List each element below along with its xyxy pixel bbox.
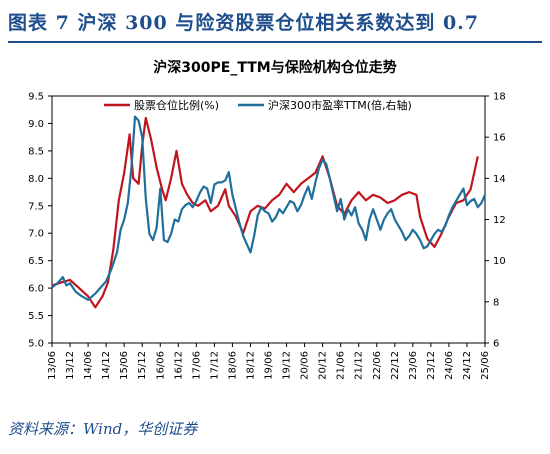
x-tick-label: 13/06 bbox=[47, 351, 58, 380]
y-left-tick-label: 7.5 bbox=[28, 201, 44, 212]
figure-title: 图表 7 沪深 300 与险资股票仓位相关系数达到 0.7 bbox=[8, 12, 480, 34]
x-tick-label: 24/12 bbox=[462, 351, 473, 380]
y-left-tick-label: 9.0 bbox=[28, 119, 44, 130]
x-tick-label: 23/12 bbox=[426, 351, 437, 380]
x-tick-label: 18/12 bbox=[245, 351, 256, 380]
x-tick-label: 24/06 bbox=[444, 351, 455, 380]
x-tick-label: 20/12 bbox=[318, 351, 329, 380]
legend-label: 股票仓位比例(%) bbox=[134, 98, 219, 112]
y-right-tick-label: 6 bbox=[493, 339, 499, 350]
y-left-tick-label: 6.5 bbox=[28, 256, 44, 267]
title-rule bbox=[8, 41, 542, 43]
x-tick-label: 17/12 bbox=[209, 351, 220, 380]
x-tick-label: 18/06 bbox=[227, 351, 238, 380]
series-line-pe-ttm bbox=[51, 115, 487, 301]
x-tick-label: 13/12 bbox=[65, 351, 76, 380]
x-tick-label: 16/06 bbox=[155, 351, 166, 380]
x-tick-label: 17/06 bbox=[191, 351, 202, 380]
x-tick-label: 22/12 bbox=[390, 351, 401, 380]
x-tick-label: 22/06 bbox=[372, 351, 383, 380]
y-right-tick-label: 14 bbox=[493, 174, 506, 185]
y-right-tick-label: 8 bbox=[493, 297, 499, 308]
y-left-tick-label: 5.0 bbox=[28, 339, 44, 350]
x-tick-label: 16/12 bbox=[173, 351, 184, 380]
y-right-tick-label: 16 bbox=[493, 133, 506, 144]
chart-title: 沪深300PE_TTM与保险机构仓位走势 bbox=[153, 59, 396, 76]
x-tick-label: 21/06 bbox=[336, 351, 347, 380]
x-tick-label: 25/06 bbox=[480, 351, 491, 380]
plot-area: 5.0 5.5 6.0 6.5 7.0 7.5 8.0 8.5 9.0 9.5 6 8 10 12 14 16… bbox=[28, 92, 506, 380]
y-left-tick-label: 7.0 bbox=[28, 229, 44, 240]
y-right-tick-label: 12 bbox=[493, 215, 506, 226]
x-tick-label: 20/06 bbox=[300, 351, 311, 380]
y-left-tick-label: 5.5 bbox=[28, 311, 44, 322]
y-left-tick-label: 8.0 bbox=[28, 174, 44, 185]
x-tick-label: 19/06 bbox=[264, 351, 275, 380]
legend-label: 沪深300市盈率TTM(倍,右轴) bbox=[268, 98, 412, 112]
x-tick-label: 15/06 bbox=[119, 351, 130, 380]
x-tick-label: 23/06 bbox=[408, 351, 419, 380]
series-line-stock-position bbox=[51, 116, 479, 309]
source-note: 资料来源：Wind，华创证券 bbox=[8, 420, 198, 438]
x-tick-label: 15/12 bbox=[137, 351, 148, 380]
y-right-tick-label: 18 bbox=[493, 92, 506, 103]
x-tick-label: 19/12 bbox=[282, 351, 293, 380]
y-left-tick-label: 9.5 bbox=[28, 92, 44, 103]
x-tick-label: 14/12 bbox=[101, 351, 112, 380]
x-tick-label: 14/06 bbox=[83, 351, 94, 380]
y-left-tick-label: 6.0 bbox=[28, 284, 44, 295]
y-left-tick-label: 8.5 bbox=[28, 146, 44, 157]
y-right-tick-label: 10 bbox=[493, 256, 506, 267]
x-tick-label: 21/12 bbox=[354, 351, 365, 380]
